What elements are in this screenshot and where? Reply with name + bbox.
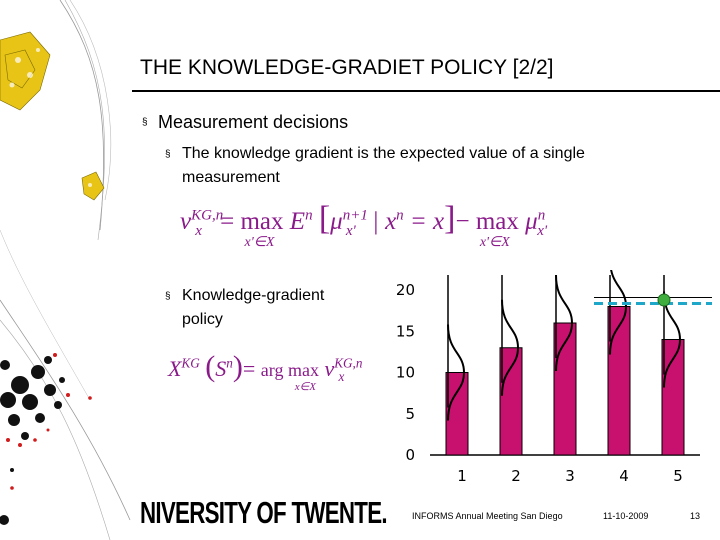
sub-bullet-kg-line1: The knowledge gradient is the expected v… bbox=[182, 145, 585, 162]
formula2-X: X bbox=[168, 356, 182, 381]
formula1-rbracket: ] bbox=[444, 200, 456, 237]
belief-density-curve bbox=[447, 324, 466, 421]
slide-title: THE KNOWLEDGE-GRADIET POLICY [2/2] bbox=[140, 56, 554, 79]
belief-density-curve bbox=[663, 291, 682, 388]
sub-bullet-policy-line2: policy bbox=[182, 311, 223, 328]
formula2-close: ) bbox=[232, 350, 243, 383]
formula1-mu1-sub: x' bbox=[345, 223, 356, 239]
formula1-max2-text: max bbox=[475, 208, 519, 235]
kg-formula: νKG,nx = max x'∈X En [μn+1x' | xn = x]− m… bbox=[180, 200, 548, 250]
formula1-max-text: max bbox=[240, 208, 284, 235]
formula2-argmax-sub: x∈X bbox=[294, 381, 316, 393]
bar bbox=[553, 322, 577, 456]
bar bbox=[607, 306, 631, 456]
formula1-max2-sub: x'∈X bbox=[479, 235, 510, 250]
kg-policy-formula: XKG (Sn)= arg max x∈X νKG,nx bbox=[168, 350, 362, 393]
formula1-cond-sup: n bbox=[396, 207, 404, 224]
x-tick-label: 2 bbox=[511, 467, 521, 485]
x-tick-label: 5 bbox=[673, 467, 683, 485]
kg-bar-chart: 0 5 10 15 20 1 2 3 4 5 bbox=[396, 270, 712, 485]
formula2-nu: ν bbox=[324, 356, 335, 381]
formula2-argmax-text: arg max bbox=[260, 360, 319, 380]
footer-date: 11-10-2009 bbox=[603, 511, 649, 521]
bar bbox=[445, 372, 469, 456]
formula2-X-sup: KG bbox=[181, 355, 200, 371]
formula2-S-sup: n bbox=[226, 355, 233, 371]
formula2-S: S bbox=[215, 356, 227, 381]
formula1-max: max x'∈X bbox=[240, 208, 284, 250]
sub-bullet-kg-line2: measurement bbox=[182, 169, 280, 186]
formula1-cond-rest: = x bbox=[409, 208, 445, 235]
formula1-cond: | x bbox=[371, 208, 397, 235]
formula1-mu2-sup: n bbox=[537, 207, 546, 224]
belief-density-curve bbox=[501, 299, 520, 396]
sub-bullet-marker-2: § bbox=[165, 291, 171, 302]
formula1-E-sup: n bbox=[305, 207, 313, 224]
bullet-marker: § bbox=[142, 117, 148, 128]
bullet-measurement-decisions: Measurement decisions bbox=[158, 112, 349, 132]
footer-conference: INFORMS Annual Meeting San Diego bbox=[412, 511, 563, 521]
formula1-nu-sup: KG,n bbox=[191, 207, 224, 224]
y-tick-label: 5 bbox=[405, 405, 415, 423]
y-tick-label: 10 bbox=[396, 364, 415, 382]
formula2-open: ( bbox=[205, 350, 216, 383]
belief-density-curve bbox=[609, 270, 628, 355]
formula2-nu-sub: x bbox=[338, 369, 345, 385]
sub-bullet-policy-line1: Knowledge-gradient bbox=[182, 287, 325, 304]
sub-bullet-kg-definition: The knowledge gradient is the expected v… bbox=[182, 142, 585, 190]
formula1-lbracket: [ bbox=[318, 200, 331, 237]
formula1-eq: = bbox=[220, 208, 235, 235]
formula1-mu2-sub: x' bbox=[537, 223, 548, 239]
formula1-mu1-sup: n+1 bbox=[342, 207, 368, 224]
formula2-nu-sup: KG,n bbox=[334, 355, 363, 371]
title-divider bbox=[132, 90, 720, 92]
formula1-nu-sub: x bbox=[195, 223, 202, 239]
bar bbox=[499, 347, 523, 456]
formula1-mu2: μ bbox=[525, 208, 538, 235]
formula1-nu: ν bbox=[180, 208, 192, 235]
footer-page-number: 13 bbox=[690, 511, 701, 521]
sub-bullet-marker: § bbox=[165, 149, 171, 160]
formula1-max-sub: x'∈X bbox=[244, 235, 275, 250]
selected-alternative-marker bbox=[657, 293, 671, 307]
formula2-argmax: arg max x∈X bbox=[260, 360, 319, 393]
y-tick-label: 0 bbox=[405, 446, 415, 464]
university-logo-text: NIVERSITY OF TWENTE. bbox=[140, 495, 388, 530]
y-tick-label: 15 bbox=[396, 322, 415, 340]
formula1-minus: − bbox=[455, 208, 470, 235]
sub-bullet-kg-policy: Knowledge-gradient policy bbox=[182, 284, 324, 332]
bar bbox=[661, 339, 685, 456]
formula1-mu1: μ bbox=[330, 208, 343, 235]
x-tick-label: 4 bbox=[619, 467, 629, 485]
decorative-network-art bbox=[0, 0, 131, 540]
formula1-max2: max x'∈X bbox=[475, 208, 519, 250]
belief-density-curve bbox=[555, 274, 574, 372]
formula2-eq: = bbox=[242, 356, 256, 381]
x-tick-label: 3 bbox=[565, 467, 575, 485]
formula1-E: E bbox=[289, 208, 306, 235]
x-tick-label: 1 bbox=[457, 467, 467, 485]
y-tick-label: 20 bbox=[396, 281, 415, 299]
